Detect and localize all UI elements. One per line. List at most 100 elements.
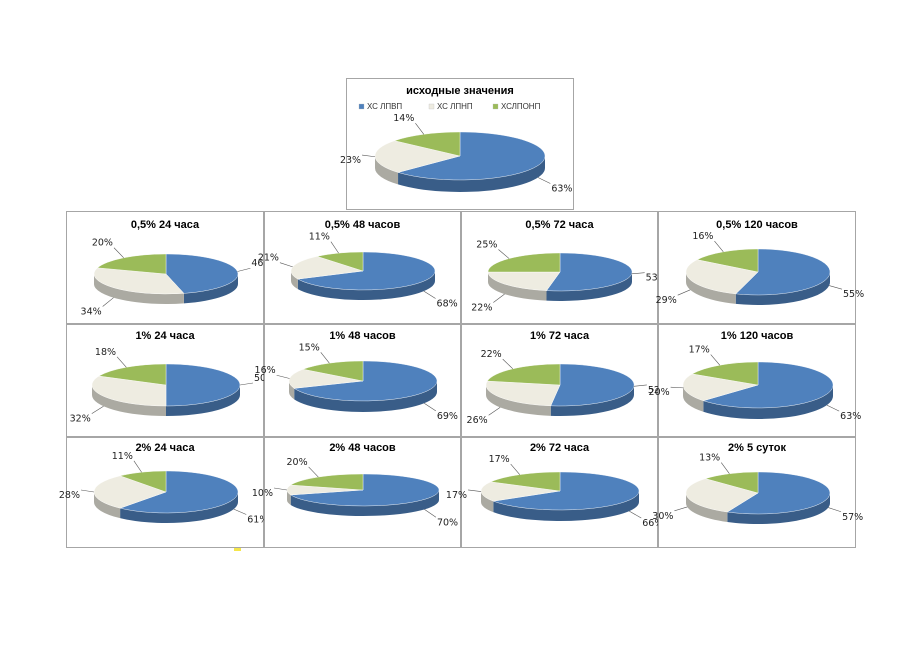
leader-line-11-2 [510, 463, 521, 475]
leader-line-3-1 [493, 293, 505, 303]
legend-label-2: ХСЛПОНП [501, 102, 541, 111]
pie-chart-0: исходные значения ХС ЛПВП ХС ЛПНП ХСЛПОНП 63… [340, 85, 573, 195]
pie-slice-7-2 [486, 363, 561, 386]
pie-slice-5-0 [165, 363, 241, 407]
leader-line-1-0 [237, 267, 251, 272]
pie-chart-2: 0,5% 48 часов 68% 21% 11% [258, 219, 458, 310]
pie-slice-8-2 [691, 361, 759, 386]
leader-line-3-2 [498, 249, 510, 259]
pie-side-0-1 [375, 156, 399, 185]
pct-label-4-1: 29% [656, 295, 677, 306]
pie-slice-5-1 [91, 375, 167, 407]
chart-title-4: 0,5% 120 часов [716, 219, 798, 231]
chart-panel-2: 0,5% 48 часов 68% 21% 11% [258, 211, 461, 324]
chart-panel-0: исходные значения ХС ЛПВП ХС ЛПНП ХСЛПОНП 63… [340, 78, 574, 210]
pct-label-1-1: 34% [81, 307, 102, 318]
leader-line-3-0 [631, 272, 645, 275]
legend-label-0: ХС ЛПВП [367, 102, 402, 111]
chart-panel-5: 1% 24 часа50%32%18% [66, 324, 275, 437]
pie-slice-12-2 [704, 471, 759, 494]
pie-chart-10: 2% 48 часов 70% 10% 20% [252, 442, 458, 528]
pct-label-3-1: 22% [471, 302, 492, 313]
pie-side-2-1 [291, 271, 298, 290]
leader-line-8-0 [826, 404, 840, 412]
chart-title-5: 1% 24 часа [135, 330, 195, 342]
leader-line-7-0 [633, 384, 647, 387]
pct-label-6-0: 69% [437, 411, 458, 422]
chart-panel-1: 0,5% 24 часа 46% 34% 20% [66, 211, 272, 324]
pie-side-5-0 [166, 385, 240, 416]
pie-slice-9-2 [119, 470, 167, 493]
legend-swatch-0 [358, 103, 365, 110]
pie-slice-1-1 [93, 267, 185, 295]
pie-slice-4-0 [735, 248, 831, 296]
pie-slice-8-1 [682, 373, 759, 401]
legend-swatch-2 [492, 103, 499, 110]
pie-side-8-1 [683, 385, 704, 412]
leader-line-1-2 [113, 247, 124, 259]
pie-side-3-1 [488, 272, 547, 301]
pie-slice-0-0 [397, 131, 546, 181]
pie-slice-3-1 [487, 271, 561, 291]
leader-line-1-1 [102, 297, 114, 307]
yellow-mark [234, 548, 241, 551]
leader-line-10-0 [424, 509, 437, 518]
pct-label-0-1: 23% [340, 155, 361, 166]
chart-title-2: 0,5% 48 часов [325, 219, 401, 231]
pie-side-1-1 [94, 274, 184, 304]
leader-line-6-0 [424, 402, 436, 412]
pct-label-8-1: 20% [649, 387, 670, 398]
pie-slice-0-1 [374, 140, 461, 173]
chart-panel-11: 2% 72 часа 66% 17% 17% [446, 437, 663, 548]
pie-side-11-0 [493, 491, 639, 521]
pie-slice-6-0 [293, 360, 438, 402]
pct-label-1-2: 20% [92, 238, 113, 249]
legend-swatch-1 [428, 103, 435, 110]
pie-chart-11: 2% 72 часа 66% 17% 17% [446, 442, 663, 529]
pie-side-3-0 [546, 272, 632, 301]
pct-label-6-1: 16% [255, 365, 276, 376]
pie-slice-4-1 [685, 259, 759, 295]
pie-side-7-0 [550, 385, 634, 416]
leader-line-4-0 [829, 285, 843, 290]
pct-label-11-0: 66% [642, 518, 663, 529]
pie-slice-9-0 [119, 470, 239, 514]
pie-side-12-1 [686, 493, 728, 522]
leader-line-12-1 [674, 506, 688, 512]
chart-title-1: 0,5% 24 часа [131, 219, 200, 231]
pie-side-1-0 [183, 274, 238, 304]
chart-title-9: 2% 24 часа [135, 442, 195, 454]
pie-slice-2-0 [297, 251, 436, 291]
leader-line-4-1 [677, 289, 691, 296]
pct-label-8-2: 17% [689, 345, 710, 356]
chart-title-12: 2% 5 суток [728, 442, 786, 454]
pct-label-9-1: 28% [59, 490, 80, 501]
pct-label-2-0: 68% [437, 299, 458, 310]
pie-side-10-1 [287, 490, 291, 505]
pct-label-9-0: 61% [247, 515, 268, 526]
leader-line-4-2 [714, 240, 724, 253]
chart-title-3: 0,5% 72 часа [525, 219, 594, 231]
pct-label-3-2: 25% [476, 239, 497, 250]
pie-chart-4: 0,5% 120 часов 55% 29% 16% [656, 219, 865, 306]
pie-slice-0-2 [393, 131, 461, 157]
pie-slice-7-1 [485, 380, 561, 407]
pie-slice-10-0 [290, 473, 440, 507]
pie-slice-4-2 [696, 248, 759, 273]
chart-panel-8: 1% 120 часов 63% 20% 17% [649, 324, 862, 437]
pct-label-8-0: 63% [840, 411, 861, 422]
pie-side-4-0 [735, 272, 830, 305]
chart-title-11: 2% 72 часа [530, 442, 590, 454]
pie-slice-11-1 [480, 481, 561, 502]
pie-side-9-1 [94, 492, 121, 519]
pct-label-10-0: 70% [437, 517, 458, 528]
pct-label-4-0: 55% [843, 289, 864, 300]
leader-line-10-1 [273, 487, 288, 491]
pie-slice-11-0 [492, 471, 640, 511]
pie-slice-8-0 [702, 361, 834, 409]
leader-line-12-2 [720, 462, 730, 474]
pie-slice-6-1 [288, 369, 364, 389]
pie-chart-8: 1% 120 часов 63% 20% 17% [649, 330, 862, 422]
pct-label-1-0: 46% [251, 258, 272, 269]
leader-line-0-2 [415, 123, 425, 135]
